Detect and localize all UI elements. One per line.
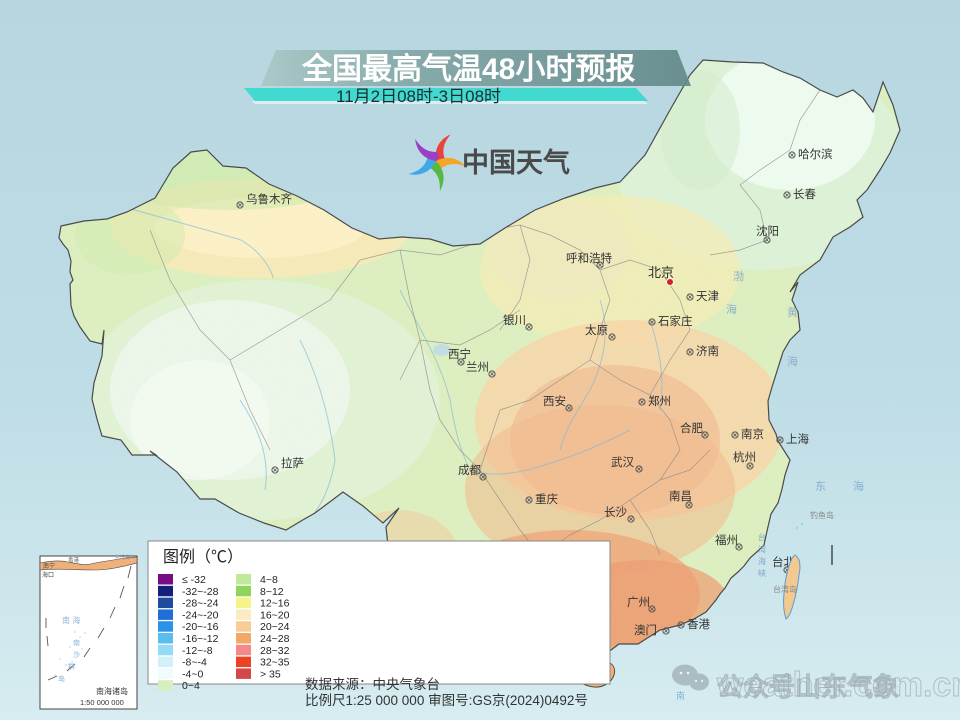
svg-text:上海: 上海 <box>786 432 809 446</box>
svg-text:4~8: 4~8 <box>260 574 278 586</box>
svg-text:南: 南 <box>73 638 80 647</box>
svg-text:乌鲁木齐: 乌鲁木齐 <box>246 192 292 206</box>
svg-text:澳门: 澳门 <box>634 623 657 637</box>
svg-text:-4~0: -4~0 <box>182 668 203 680</box>
svg-text:图例（℃）: 图例（℃） <box>163 548 243 566</box>
svg-text:拉萨: 拉萨 <box>281 456 304 470</box>
svg-text:渤: 渤 <box>733 270 744 283</box>
svg-text:湾: 湾 <box>758 544 766 554</box>
svg-text:钓鱼岛: 钓鱼岛 <box>810 510 834 520</box>
svg-text:南宁: 南宁 <box>43 562 55 570</box>
svg-text:32~35: 32~35 <box>260 657 290 669</box>
svg-text:西宁: 西宁 <box>448 347 471 361</box>
svg-text:1:50 000 000: 1:50 000 000 <box>80 698 124 707</box>
svg-text:海: 海 <box>758 556 766 566</box>
svg-text:-28~-24: -28~-24 <box>182 598 219 610</box>
svg-text:兰州: 兰州 <box>466 361 489 374</box>
svg-text:福州: 福州 <box>715 533 738 547</box>
svg-text:24~28: 24~28 <box>260 633 290 645</box>
svg-text:-8~-4: -8~-4 <box>182 657 207 669</box>
svg-text:南 海: 南 海 <box>62 615 80 625</box>
svg-text:南: 南 <box>676 690 685 701</box>
svg-text:weather.com.cn: weather.com.cn <box>716 666 960 704</box>
svg-text:济南: 济南 <box>696 344 719 358</box>
svg-text:北京: 北京 <box>648 265 674 280</box>
svg-text:0~4: 0~4 <box>182 680 200 692</box>
svg-text:全国最高气温48小时预报: 全国最高气温48小时预报 <box>301 52 635 86</box>
svg-text:台: 台 <box>758 532 766 542</box>
svg-text:长春: 长春 <box>793 188 816 201</box>
svg-text:沈阳: 沈阳 <box>756 224 779 238</box>
svg-text:重庆: 重庆 <box>535 492 558 506</box>
svg-text:海: 海 <box>853 479 864 493</box>
svg-text:哈尔滨: 哈尔滨 <box>798 147 833 161</box>
svg-text:台湾岛: 台湾岛 <box>773 584 797 594</box>
svg-text:成都: 成都 <box>458 464 481 477</box>
svg-text:岛: 岛 <box>58 674 65 683</box>
svg-text:28~32: 28~32 <box>260 645 290 657</box>
svg-text:合肥: 合肥 <box>680 421 703 435</box>
svg-text:11月2日08时-3日08时: 11月2日08时-3日08时 <box>336 87 501 106</box>
svg-text:南昌: 南昌 <box>669 489 692 503</box>
svg-text:峡: 峡 <box>758 568 766 578</box>
svg-text:> 35: > 35 <box>260 668 281 680</box>
svg-text:天津: 天津 <box>696 290 719 303</box>
svg-text:海: 海 <box>726 302 737 316</box>
svg-text:石家庄: 石家庄 <box>658 314 693 328</box>
svg-text:-16~-12: -16~-12 <box>182 633 219 645</box>
svg-text:20~24: 20~24 <box>260 621 290 633</box>
svg-text:≤ -32: ≤ -32 <box>182 574 206 586</box>
svg-text:东: 东 <box>815 480 826 493</box>
svg-text:海: 海 <box>787 354 798 368</box>
svg-text:中国天气: 中国天气 <box>462 148 570 178</box>
svg-text:长沙: 长沙 <box>604 506 627 519</box>
svg-text:南京: 南京 <box>741 427 764 441</box>
svg-text:-12~-8: -12~-8 <box>182 645 213 657</box>
svg-text:香港: 香港 <box>687 618 710 631</box>
svg-text:16~20: 16~20 <box>260 609 290 621</box>
svg-text:西安: 西安 <box>543 394 566 408</box>
svg-text:南海诸岛: 南海诸岛 <box>96 686 128 696</box>
svg-text:12~16: 12~16 <box>260 598 290 610</box>
svg-text:海口: 海口 <box>42 571 54 579</box>
svg-text:香港: 香港 <box>68 556 80 564</box>
svg-text:-24~-20: -24~-20 <box>182 609 219 621</box>
svg-text:郑州: 郑州 <box>648 394 671 408</box>
svg-text:数据来源：中央气象台: 数据来源：中央气象台 <box>305 677 440 692</box>
svg-text:太原: 太原 <box>585 324 608 337</box>
svg-text:-32~-28: -32~-28 <box>182 586 219 598</box>
svg-text:银川: 银川 <box>503 313 526 327</box>
svg-text:呼和浩特: 呼和浩特 <box>566 251 612 265</box>
svg-text:比例尺1:25 000 000 审图号:GS京(2024): 比例尺1:25 000 000 审图号:GS京(2024)0492号 <box>305 693 588 708</box>
svg-text:-20~-16: -20~-16 <box>182 621 219 633</box>
svg-text:黄: 黄 <box>787 305 798 319</box>
svg-text:台湾岛: 台湾岛 <box>115 554 130 561</box>
svg-text:武汉: 武汉 <box>611 456 634 469</box>
svg-text:群: 群 <box>68 662 75 671</box>
svg-text:广州: 广州 <box>627 596 650 609</box>
svg-text:8~12: 8~12 <box>260 586 284 598</box>
svg-text:杭州: 杭州 <box>733 450 756 464</box>
